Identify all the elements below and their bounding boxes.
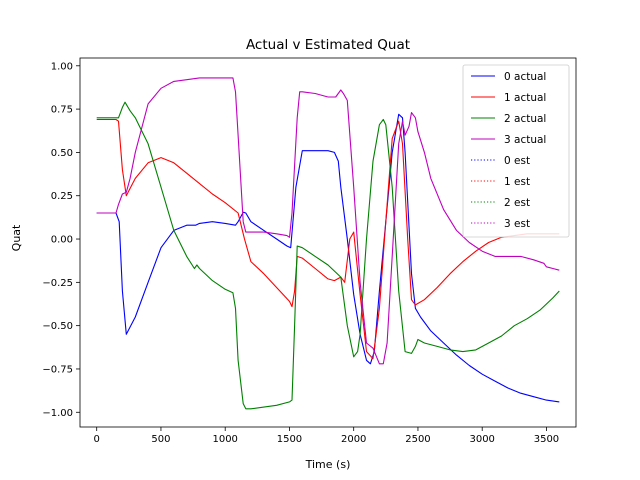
x-tick-label: 3000 bbox=[469, 434, 494, 445]
x-tick-label: 0 bbox=[94, 434, 100, 445]
x-axis-label: Time (s) bbox=[305, 458, 351, 471]
legend-label: 0 est bbox=[504, 155, 530, 167]
y-tick-label: 0.50 bbox=[51, 148, 73, 159]
y-tick-label: −0.50 bbox=[42, 321, 73, 332]
series-line-2-actual bbox=[96, 101, 560, 410]
plot-frame bbox=[79, 57, 577, 428]
legend: 0 actual 1 actual 2 actual 3 actual 0 est 1 e… bbox=[462, 64, 570, 238]
x-tick-label: 500 bbox=[151, 434, 170, 445]
legend-label: 2 est bbox=[504, 197, 530, 209]
y-tick-label: −0.25 bbox=[42, 278, 73, 289]
series-line-0-actual bbox=[96, 113, 560, 403]
x-tick-label: 2000 bbox=[341, 434, 366, 445]
plot-lines bbox=[96, 77, 560, 410]
y-axis-label: Quat bbox=[10, 224, 23, 251]
legend-box bbox=[462, 64, 570, 238]
legend-label: 2 actual bbox=[504, 113, 546, 125]
y-tick-label: 1.00 bbox=[51, 61, 73, 72]
legend-label: 1 actual bbox=[504, 92, 546, 104]
x-tick-label: 1500 bbox=[277, 434, 302, 445]
x-tick-label: 1000 bbox=[212, 434, 237, 445]
y-tick-label: 0.75 bbox=[51, 105, 73, 116]
y-tick-label: −0.75 bbox=[42, 364, 73, 375]
x-tick-label: 3500 bbox=[534, 434, 559, 445]
chart-title: Actual v Estimated Quat bbox=[246, 37, 410, 53]
legend-label: 3 actual bbox=[504, 134, 546, 146]
legend-label: 3 est bbox=[504, 218, 530, 230]
legend-label: 0 actual bbox=[504, 71, 546, 83]
x-tick-label: 2500 bbox=[405, 434, 430, 445]
y-tick-label: 0.00 bbox=[51, 235, 73, 246]
y-tick-label: 0.25 bbox=[51, 191, 73, 202]
y-axis-ticks: −1.00 −0.75 −0.50 −0.25 0.00 0.25 0.50 0.75 1.00 bbox=[42, 61, 80, 419]
legend-label: 1 est bbox=[504, 176, 530, 188]
series-line-3-actual bbox=[96, 77, 560, 365]
y-tick-label: −1.00 bbox=[42, 408, 73, 419]
x-axis-ticks: 0 500 1000 1500 2000 2500 3000 3500 bbox=[94, 427, 559, 445]
